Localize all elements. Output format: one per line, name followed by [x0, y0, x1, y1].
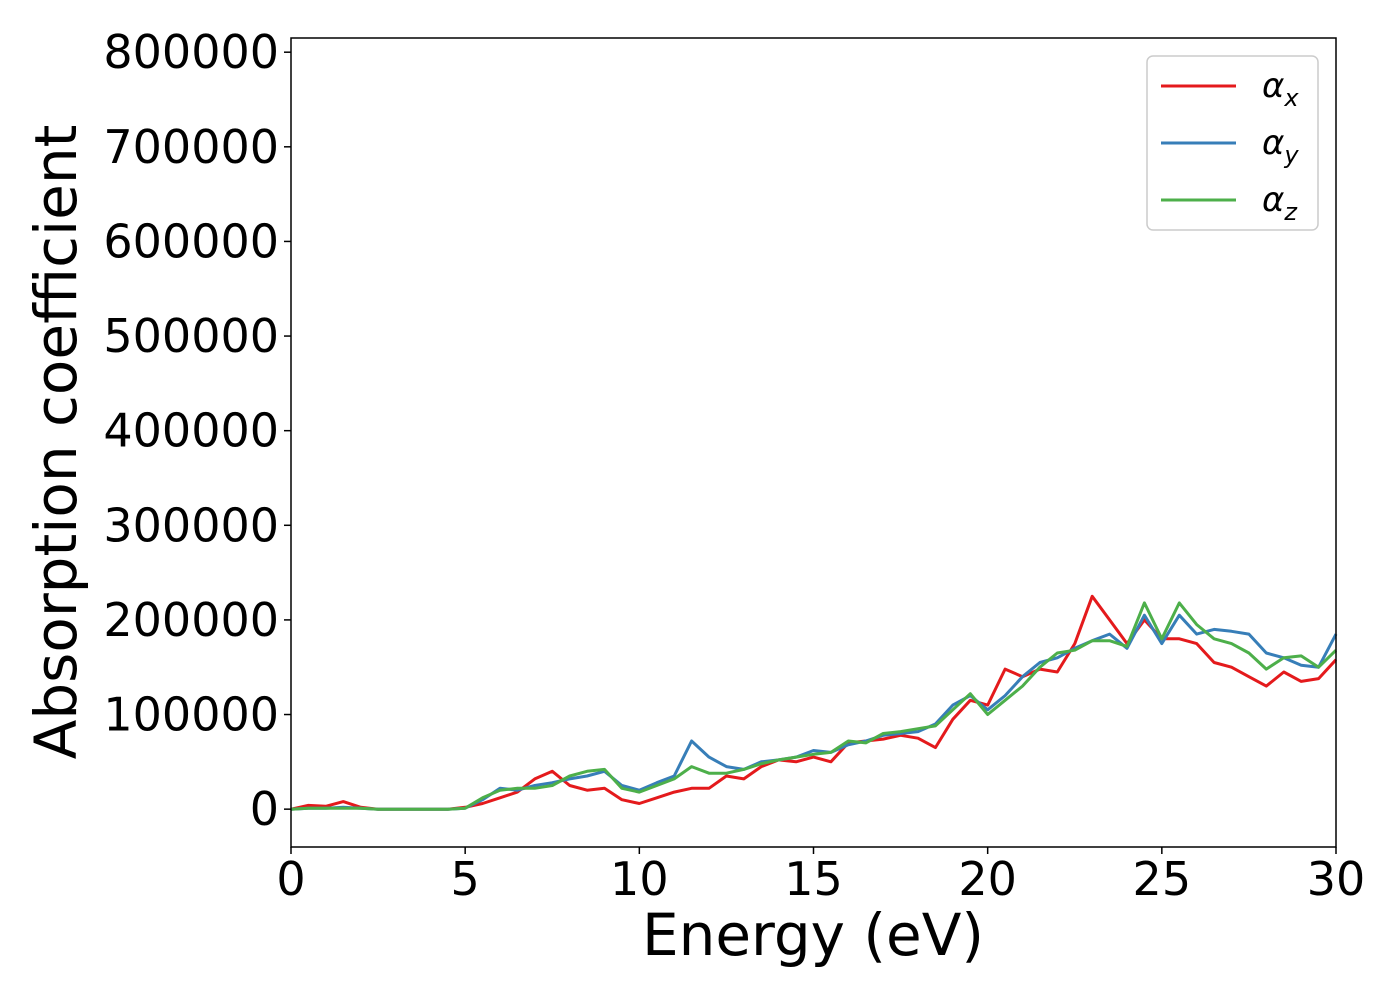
x-tick-label: 15	[784, 852, 843, 906]
y-tick-label: 500000	[103, 309, 279, 363]
series-line-z	[290, 601, 1338, 811]
x-tick-label: 5	[451, 852, 480, 906]
y-axis-label: Absorption coefficient	[22, 125, 90, 760]
x-axis-ticks: 0 5 10 15 20 25 30	[276, 847, 1365, 906]
y-tick-label: 0	[250, 782, 279, 836]
y-axis-ticks: 0 100000 200000 300000 400000 500000 600000 700…	[103, 25, 291, 836]
x-tick-label: 30	[1307, 852, 1366, 906]
x-tick-label: 25	[1133, 852, 1192, 906]
x-tick-label: 20	[958, 852, 1017, 906]
series-layer	[290, 594, 1338, 811]
y-tick-label: 600000	[103, 214, 279, 268]
y-tick-label: 800000	[103, 25, 279, 79]
y-tick-label: 700000	[103, 120, 279, 174]
x-tick-label: 10	[610, 852, 669, 906]
y-tick-label: 300000	[103, 498, 279, 552]
x-axis-label: Energy (eV)	[642, 901, 984, 969]
x-tick-label: 0	[276, 852, 305, 906]
y-tick-label: 100000	[103, 688, 279, 742]
y-tick-label: 400000	[103, 404, 279, 458]
y-tick-label: 200000	[103, 593, 279, 647]
